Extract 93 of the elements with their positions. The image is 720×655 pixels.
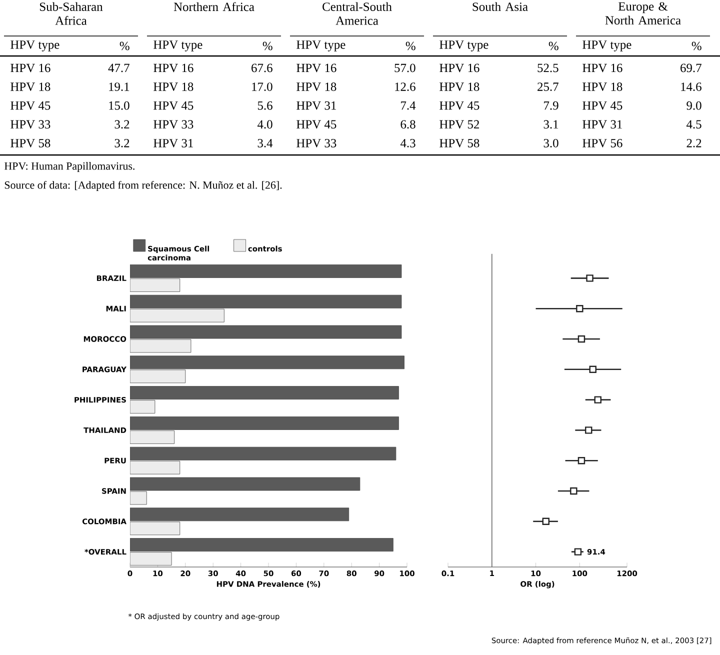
bar — [130, 308, 224, 322]
text: HPV 58 — [10, 138, 50, 148]
bar — [130, 356, 404, 370]
text: HPV 33 — [296, 138, 336, 148]
category-label: Europe & North America — [605, 2, 681, 25]
text: 3.2 — [114, 120, 130, 129]
text: HPV type — [154, 40, 202, 52]
text: HPV 16 — [10, 64, 50, 72]
point — [578, 335, 586, 343]
bar — [130, 477, 360, 491]
text: HPV 45 — [582, 101, 622, 110]
bar — [130, 264, 402, 278]
bar — [130, 522, 180, 536]
text: 57.0 — [394, 64, 416, 72]
bar — [130, 278, 180, 292]
bar — [130, 325, 402, 339]
bar — [130, 386, 399, 400]
text: % — [406, 42, 416, 50]
text: HPV 31 — [154, 138, 193, 148]
bar — [130, 416, 399, 430]
text: 4.0 — [257, 120, 272, 129]
text: HPV 33 — [154, 120, 194, 129]
text: 7.9 — [544, 101, 558, 110]
bar — [130, 294, 402, 308]
text: HPV type — [440, 40, 488, 52]
text: HPV 58 — [440, 138, 480, 148]
text: 4.5 — [686, 120, 702, 129]
text: HPV 18 — [582, 82, 622, 92]
text: 17.0 — [252, 82, 272, 92]
text: % — [262, 42, 272, 50]
text: HPV 33 — [10, 120, 50, 129]
point — [586, 274, 594, 282]
text: HPV type — [296, 40, 346, 52]
text: 3.2 — [114, 138, 130, 148]
text: 69.7 — [680, 64, 702, 72]
text: % — [120, 42, 130, 50]
text: 25.7 — [538, 82, 558, 91]
bar — [130, 370, 186, 384]
text: HPV 18 — [296, 82, 336, 92]
text: % — [692, 42, 702, 50]
text: 52.5 — [538, 64, 558, 72]
text: 19.1 — [109, 82, 130, 91]
text: HPV 45 — [440, 101, 480, 110]
text: HPV type — [582, 40, 632, 52]
point — [589, 366, 596, 373]
category-label: Sub-Saharan Africa — [40, 2, 103, 25]
text: HPV: Human Papillomavirus. — [4, 162, 134, 172]
category-label: Central-South America — [322, 2, 392, 25]
point — [585, 426, 592, 434]
text: 67.6 — [252, 64, 272, 72]
text: 3.4 — [258, 138, 273, 148]
bar — [130, 508, 350, 522]
bar — [130, 460, 180, 474]
text: HPV 45 — [10, 101, 50, 110]
bar — [130, 538, 394, 552]
category-label: Northern Africa — [174, 2, 254, 12]
text: 3.0 — [544, 138, 558, 148]
text: 4.3 — [400, 138, 416, 148]
bar — [130, 552, 172, 566]
bar — [130, 446, 396, 460]
text: HPV 16 — [440, 64, 480, 72]
text: 7.4 — [401, 101, 416, 110]
text: HPV 18 — [154, 82, 194, 92]
text: 3.1 — [544, 120, 558, 129]
point — [574, 548, 582, 556]
text: 14.6 — [681, 82, 702, 91]
point — [576, 304, 584, 312]
text: 12.6 — [395, 82, 416, 91]
text: 15.0 — [109, 101, 130, 110]
bar — [130, 339, 192, 353]
text: HPV 16 — [582, 64, 622, 72]
point — [578, 457, 586, 464]
text: HPV type — [10, 40, 60, 52]
text: HPV 16 — [154, 64, 194, 72]
text: HPV 31 — [582, 120, 622, 129]
text: HPV 16 — [296, 64, 336, 72]
text: 6.8 — [400, 120, 416, 129]
text: 9.0 — [686, 101, 702, 110]
text: HPV 45 — [296, 120, 336, 129]
text: HPV 18 — [10, 82, 50, 92]
text: HPV 45 — [154, 101, 194, 110]
text: HPV 31 — [296, 101, 336, 110]
bar — [130, 400, 156, 414]
text: 2.2 — [686, 138, 702, 148]
text: HPV 18 — [440, 82, 480, 92]
category-label: South Asia — [472, 2, 528, 11]
text: 5.6 — [258, 101, 272, 110]
source-note: Source of data: [Adapted from reference: N. Muñoz et al. [26]. — [4, 180, 282, 192]
text: % — [548, 42, 558, 50]
text: HPV 56 — [582, 138, 622, 148]
text: 47.7 — [108, 64, 130, 72]
bar — [130, 430, 175, 444]
text: HPV 52 — [440, 120, 479, 129]
